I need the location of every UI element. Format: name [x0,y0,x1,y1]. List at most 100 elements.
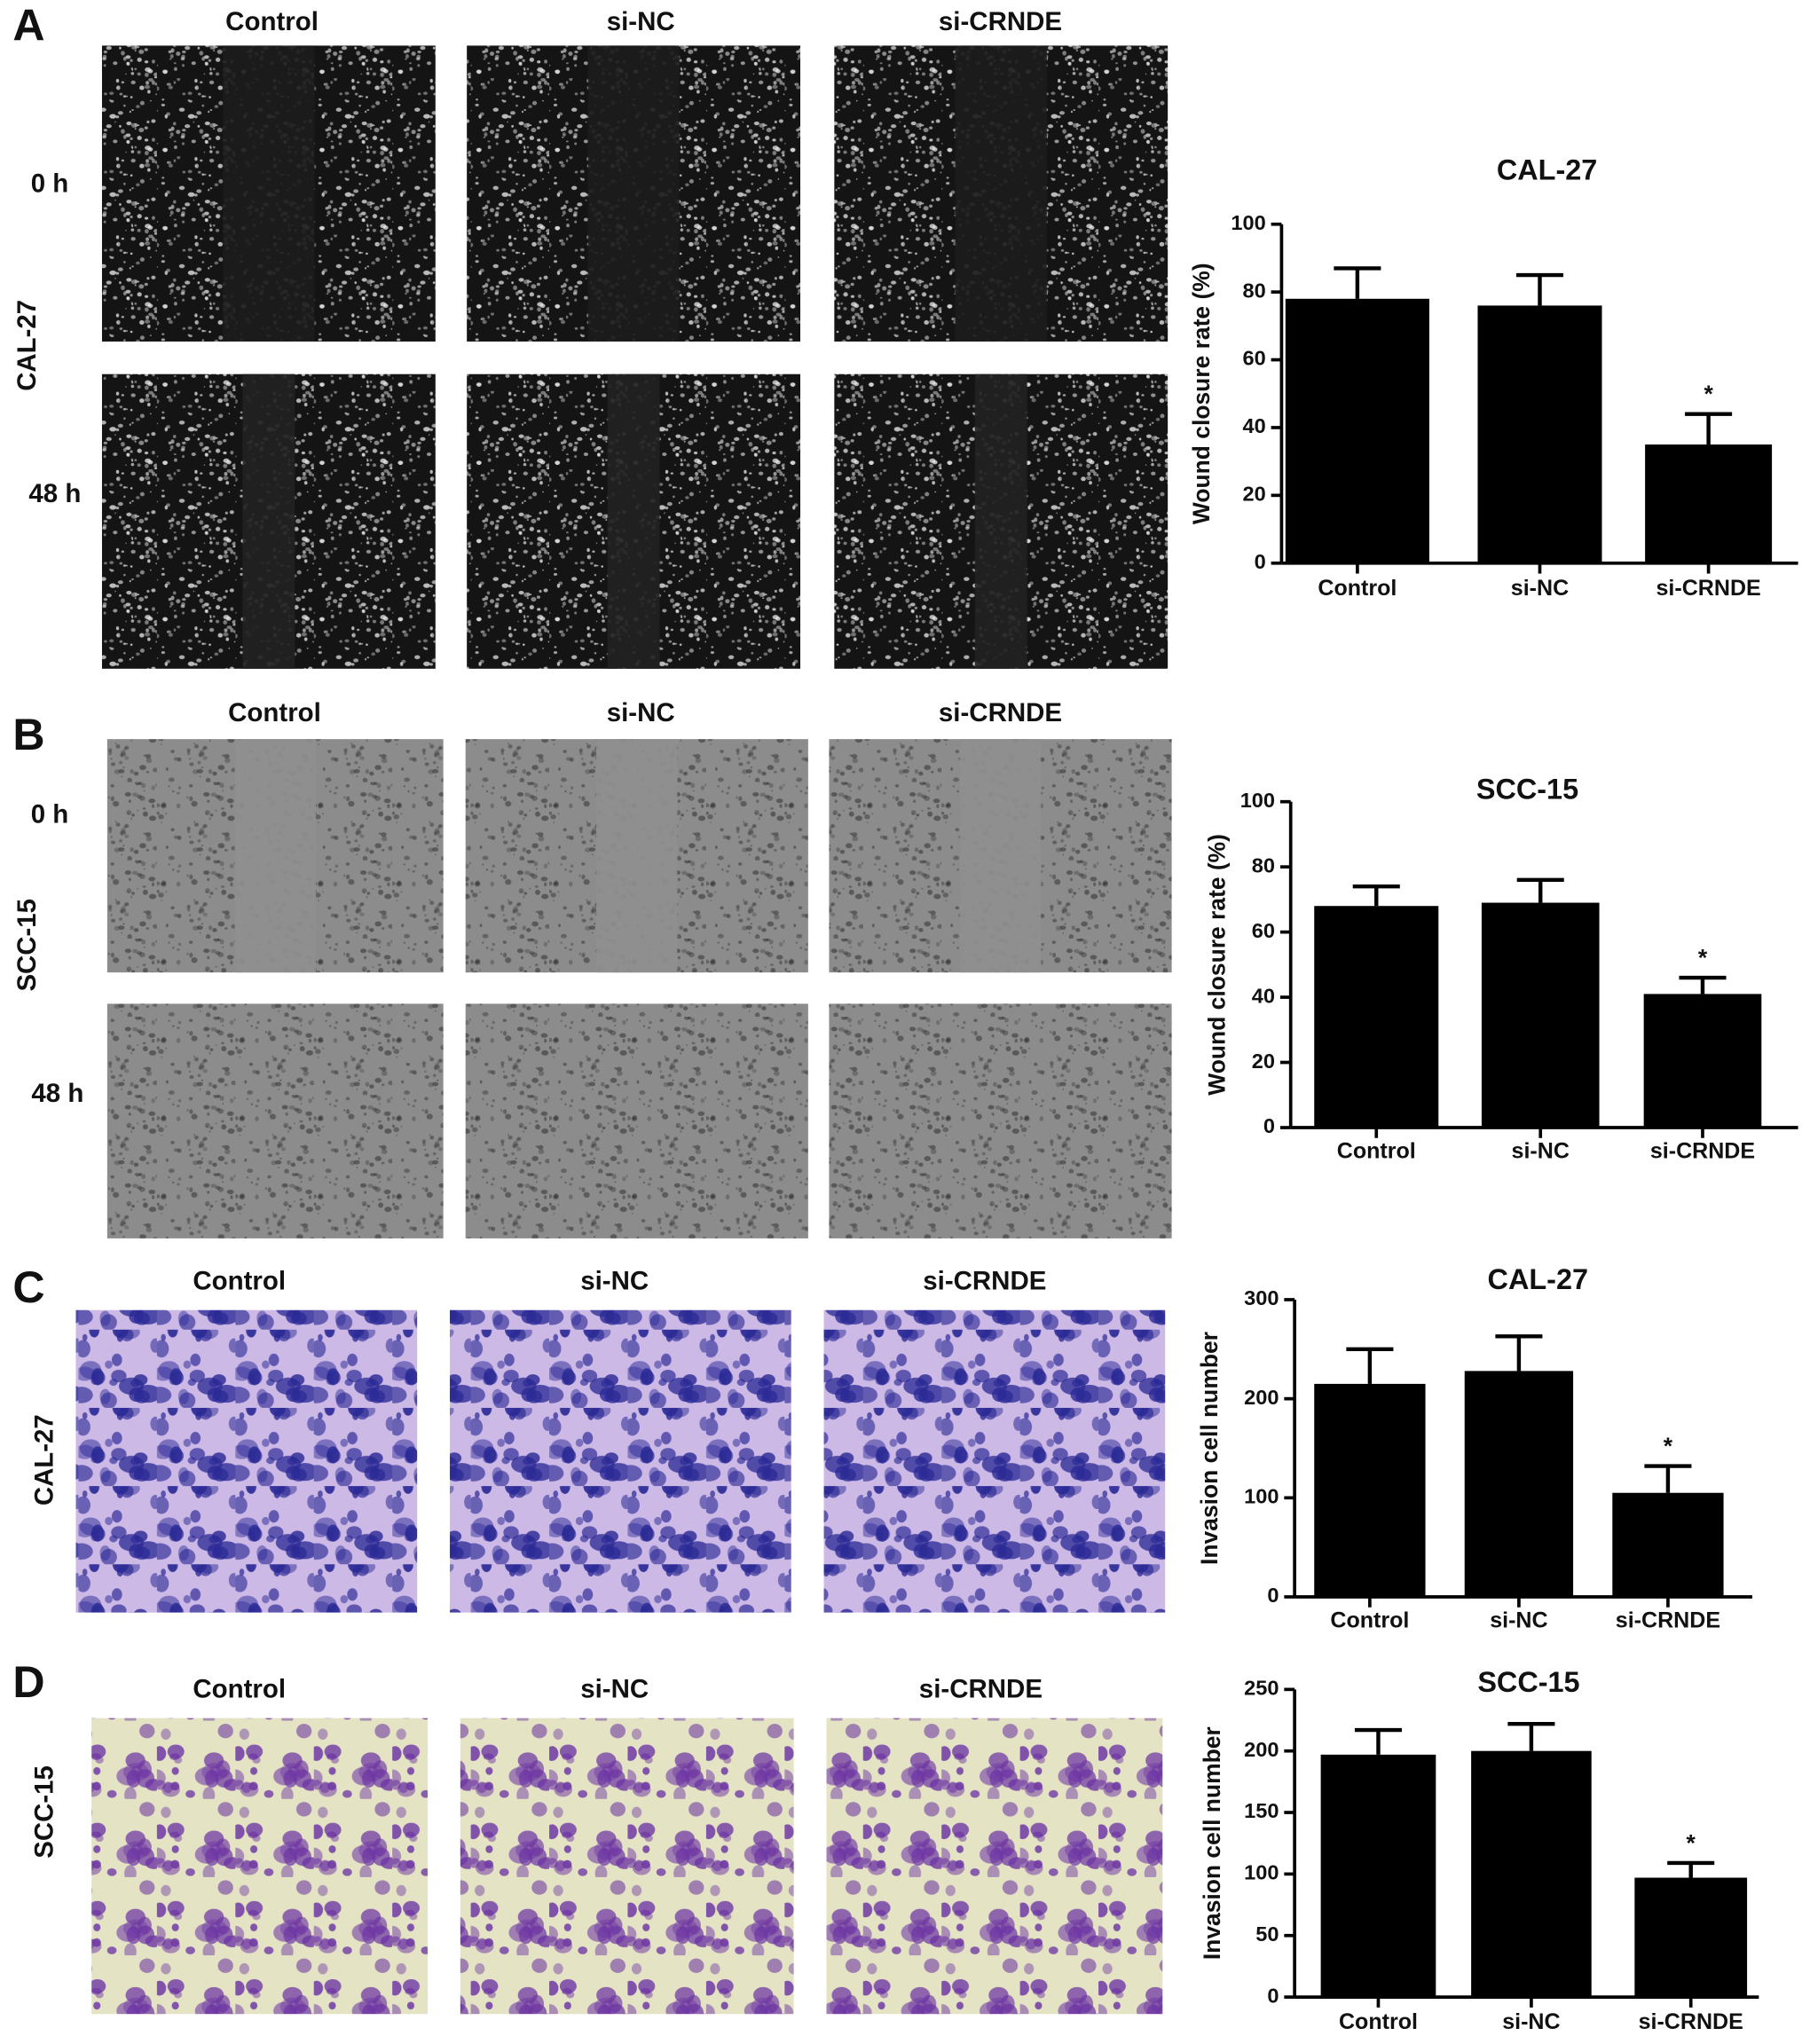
y-tick-label: 300 [1244,1286,1279,1309]
micrograph [826,1718,1163,2015]
column-header: Control [228,698,321,727]
row-label: 0 h [31,169,69,198]
panel-letter: B [12,710,44,759]
y-tick-label: 20 [1252,1050,1275,1073]
bar [1481,902,1600,1128]
y-axis-label: Invasion cell number [1199,1726,1225,1960]
y-tick-label: 0 [1263,1114,1275,1137]
wound-gap [974,373,1027,669]
micrograph [450,1309,791,1613]
y-tick-label: 40 [1252,984,1275,1007]
y-tick-label: 40 [1242,414,1265,437]
error-bar [1515,272,1564,306]
micrograph [465,1003,808,1238]
x-tick-label: si-CRNDE [1616,1608,1720,1633]
panel-letter: C [12,1262,44,1312]
column-header: si-NC [580,1267,649,1296]
x-tick-label: si-NC [1490,1608,1547,1633]
error-bar [1495,1334,1543,1372]
significance-marker: * [1687,1829,1696,1856]
y-tick-label: 100 [1231,211,1265,234]
column-header: si-CRNDE [923,1267,1046,1296]
bar [1314,1383,1426,1597]
error-bar [1352,884,1400,907]
column-header: Control [193,1675,286,1704]
wound-gap [223,45,315,342]
bar [1645,444,1773,563]
wound-gap [596,739,678,973]
column-header: Control [193,1267,286,1296]
x-tick-label: si-CRNDE [1639,2009,1743,2034]
x-tick-label: Control [1337,1139,1416,1164]
y-tick-label: 100 [1244,1861,1279,1884]
wound-gap [242,373,295,669]
x-tick-label: Control [1330,1608,1409,1633]
column-header: si-NC [607,698,675,727]
error-bar [1685,412,1733,445]
wound-gap [607,373,660,669]
cell-line-label: CAL-27 [12,300,42,391]
chart-title: SCC-15 [1476,773,1578,805]
significance-marker: * [1704,381,1713,407]
wound-gap [587,45,680,342]
bar [1285,298,1429,563]
column-header: si-CRNDE [939,698,1062,727]
y-tick-label: 100 [1240,789,1275,812]
row-label: 48 h [28,479,81,508]
y-axis-label: Wound closure rate (%) [1204,834,1231,1096]
cell-line-label: SCC-15 [29,1765,59,1858]
bar [1643,994,1762,1128]
cell-line-label: SCC-15 [12,899,42,991]
y-tick-label: 50 [1255,1922,1279,1946]
bar [1477,305,1602,563]
y-axis-label: Invasion cell number [1196,1332,1223,1565]
panel-letter: A [12,1,44,51]
y-tick-label: 0 [1255,550,1266,573]
micrograph [823,1309,1166,1613]
error-bar [1516,877,1564,903]
bar [1464,1371,1574,1597]
micrograph [75,1309,418,1613]
y-tick-label: 60 [1242,347,1265,370]
micrograph [829,1003,1172,1238]
bar [1612,1492,1724,1597]
y-tick-label: 200 [1244,1386,1279,1409]
x-tick-label: si-NC [1502,2009,1560,2034]
chart-title: CAL-27 [1488,1263,1588,1295]
column-header: si-CRNDE [919,1675,1043,1704]
y-tick-label: 0 [1267,1584,1279,1607]
x-tick-label: si-NC [1512,1139,1570,1164]
micrograph [106,1003,444,1238]
x-tick-label: Control [1318,576,1397,601]
y-tick-label: 250 [1244,1677,1279,1700]
error-bar [1644,1464,1692,1493]
y-tick-label: 80 [1242,279,1265,302]
error-bar [1667,1860,1715,1878]
error-bar [1354,1727,1402,1755]
chart-title: CAL-27 [1497,154,1597,186]
y-tick-label: 0 [1267,1984,1279,2007]
bar [1634,1877,1748,1998]
row-label: 0 h [31,800,69,829]
bar [1314,906,1439,1128]
bar [1471,1750,1592,1998]
column-header: si-CRNDE [939,7,1062,36]
x-tick-label: si-CRNDE [1650,1139,1755,1164]
error-bar [1346,1347,1394,1384]
column-header: si-NC [580,1675,649,1704]
x-tick-label: si-NC [1511,576,1569,601]
bar [1320,1754,1436,1998]
cell-line-label: CAL-27 [29,1414,59,1505]
y-tick-label: 20 [1242,483,1265,506]
y-tick-label: 200 [1244,1738,1279,1761]
error-bar [1334,266,1381,299]
column-header: si-NC [607,7,675,36]
y-tick-label: 60 [1252,919,1275,942]
y-axis-label: Wound closure rate (%) [1188,263,1215,524]
wound-gap [234,739,316,973]
y-tick-label: 150 [1244,1799,1279,1822]
y-tick-label: 100 [1244,1485,1279,1508]
error-bar [1679,975,1727,994]
